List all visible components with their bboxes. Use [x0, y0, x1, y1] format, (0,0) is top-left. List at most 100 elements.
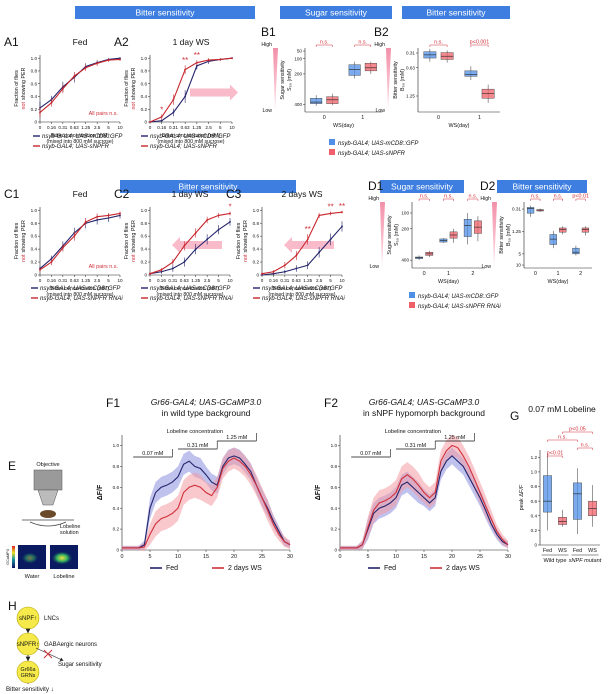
x-tick-label: 5	[107, 278, 110, 283]
y-axis-label-rest: showing PER	[243, 220, 249, 252]
series-line	[149, 212, 231, 275]
y-axis-label: ΔF/F	[97, 484, 104, 500]
point	[341, 211, 343, 214]
y-tick-label: 0	[34, 273, 37, 278]
annotation: All pairs n.s.	[89, 111, 118, 117]
stimulus-label: 1.25 mM	[444, 435, 465, 441]
significance: **	[305, 225, 311, 234]
x-tick-label: WS	[588, 548, 597, 554]
y-tick-label: 0.2	[331, 527, 338, 532]
stimulus-title: Lobeline concentration	[385, 429, 441, 435]
blocked-label: Sugar sensitivity	[58, 662, 102, 668]
y-axis-label: Sugar sensitivity	[387, 215, 393, 255]
legend-swatch	[329, 139, 335, 145]
objective	[33, 469, 63, 491]
point	[50, 101, 53, 104]
x-tick-label: 30	[505, 554, 511, 560]
y-tick-label: 0.4	[531, 513, 538, 518]
significance: **	[194, 51, 200, 60]
sensitivity-high: High	[480, 196, 491, 202]
shift-arrow	[284, 237, 334, 253]
y-tick-label: 0.6	[531, 499, 538, 504]
point	[261, 272, 263, 275]
comparison-bracket	[552, 198, 564, 201]
point	[318, 214, 321, 217]
y-axis-label: not showing PER	[131, 67, 137, 109]
point	[195, 64, 198, 67]
point	[107, 214, 110, 217]
comparison-label: n.s.	[468, 194, 477, 200]
outcome-label: Bitter sensitivity ↓	[6, 686, 54, 693]
point	[283, 264, 286, 267]
image-label: Lobeline	[53, 574, 74, 580]
y-tick-label: 100	[401, 211, 409, 216]
x-axis-note: (mixed into 800 mM sucrose)	[47, 292, 114, 298]
box	[573, 482, 582, 520]
y-tick-label: 0.31	[512, 207, 521, 212]
point	[160, 119, 163, 122]
x-tick-label: 0	[437, 115, 440, 121]
panel-letter: D1	[368, 179, 384, 193]
activity	[51, 551, 73, 565]
x-tick-label: 1	[557, 271, 560, 277]
x-tick-label: 0.16	[47, 125, 56, 130]
x-tick-label: 25	[259, 554, 265, 560]
x-tick-label: 2.5	[94, 125, 101, 130]
x-tick-label: 0	[149, 278, 152, 283]
banner-text: Bitter sensitivity	[426, 8, 486, 18]
series-line	[261, 226, 343, 276]
point	[306, 264, 309, 267]
chart-title: Fed	[73, 189, 88, 199]
x-tick-label: 1.25	[81, 125, 90, 130]
legend-label: nsyb-GAL4; UAS-sNPFR	[42, 144, 110, 150]
point	[149, 121, 151, 123]
legend-label: nsyb-GAL4; UAS-sNPFR	[150, 144, 218, 150]
y-tick-label: 0.4	[141, 247, 148, 252]
box	[348, 64, 361, 76]
y-tick-label: 1.0	[31, 208, 38, 213]
stimulus-label: 0.31 mM	[187, 443, 208, 449]
point	[206, 219, 209, 221]
panel-letter: B2	[374, 25, 389, 39]
colorbar-label: GCaMP3	[6, 549, 10, 565]
point	[84, 66, 87, 69]
legend-label: nsyb-GAL4; UAS-mCD8::GFP	[262, 286, 342, 292]
y-tick-label: 0	[116, 548, 119, 553]
node-note: LNCs	[44, 616, 59, 622]
point	[229, 220, 231, 223]
image-label: Water	[25, 574, 40, 580]
point	[194, 232, 197, 234]
point	[231, 57, 233, 60]
y-tick-label: 0.4	[31, 94, 38, 99]
y-tick-label: 0.2	[113, 527, 120, 532]
panel-letter: C3	[226, 187, 242, 201]
x-tick-label: 10	[175, 554, 181, 560]
banner	[120, 180, 296, 193]
point	[206, 238, 209, 241]
x-tick-label: 0.31	[169, 125, 178, 130]
legend-label: nsyb-GAL4; UAS-sNPFR RNAi	[262, 296, 345, 302]
y-axis-label: Fraction of flies	[236, 222, 242, 259]
y-tick-label: 1.2	[531, 455, 538, 460]
sensitivity-high: High	[368, 196, 379, 202]
point	[149, 272, 151, 275]
y-tick-label: 0.8	[31, 221, 38, 226]
point	[73, 75, 76, 77]
point	[50, 261, 53, 263]
x-axis-note: (mixed into 800 mM sucrose)	[158, 139, 225, 145]
y-tick-label: 1.0	[531, 470, 538, 475]
comparison-label: p<0.01	[572, 194, 589, 200]
y-axis-label: Fraction of flies	[14, 222, 20, 259]
y-axis-label: not showing PER	[21, 67, 27, 109]
point	[318, 251, 321, 254]
y-tick-label: 0	[144, 120, 147, 125]
sensitivity-high: High	[374, 42, 385, 48]
point	[172, 111, 175, 114]
box	[526, 207, 535, 214]
x-tick-label: 0	[534, 271, 537, 277]
y-tick-label: 0.8	[531, 484, 538, 489]
panel-letter: F2	[324, 396, 338, 410]
comparison-bracket	[467, 198, 479, 201]
y-tick-label: 0	[534, 543, 537, 548]
stimulus-label: 0.31 mM	[405, 443, 426, 449]
